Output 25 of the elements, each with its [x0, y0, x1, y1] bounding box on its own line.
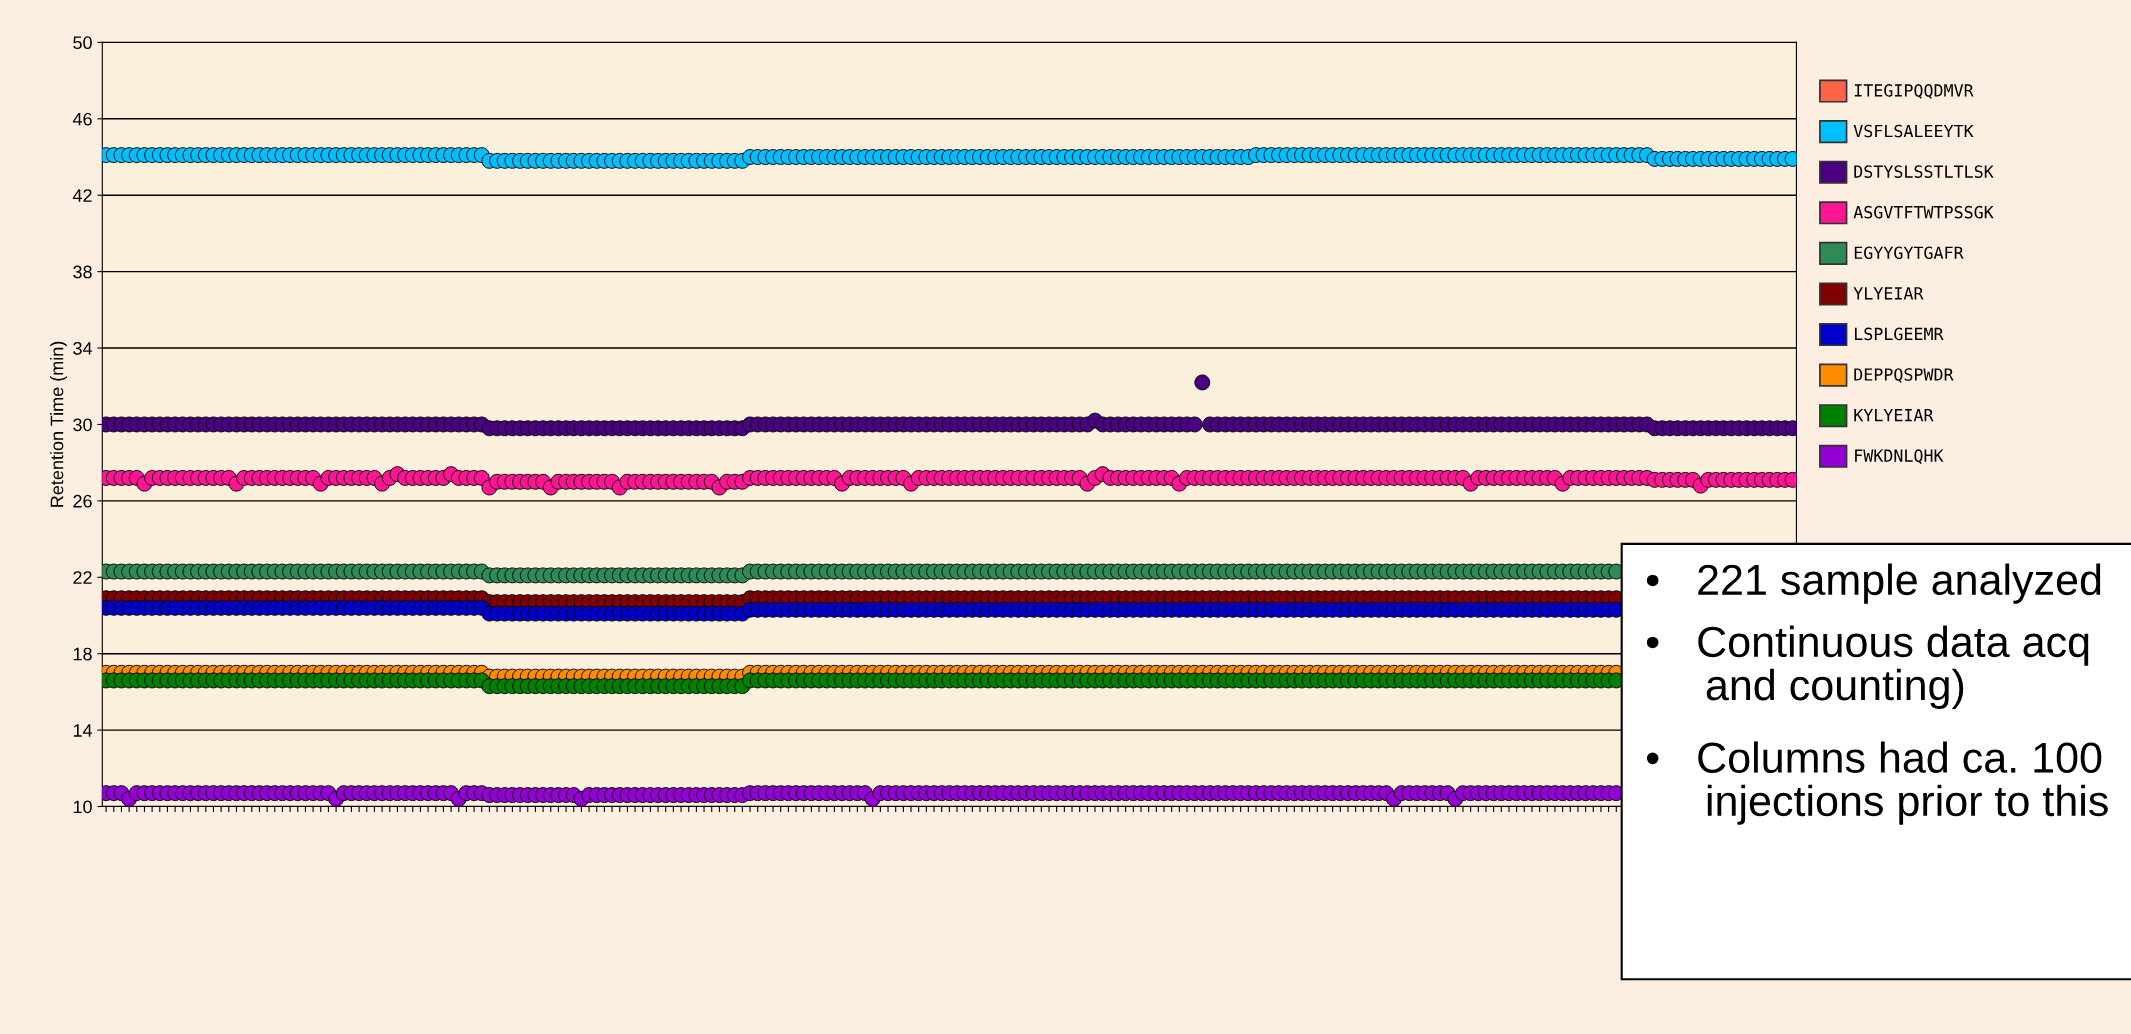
legend-label: ASGVTFTWTPSSGK — [1853, 205, 1994, 219]
legend-label: VSFLSALEEYTK — [1853, 124, 1974, 138]
y-tick-label: 46 — [72, 112, 92, 126]
y-tick-label: 42 — [72, 189, 92, 202]
legend-label: EGYYGYTGAFR — [1854, 246, 1964, 260]
y-tick-label: 26 — [73, 494, 92, 508]
legend-label: DSTYSLSSTLTLSK — [1854, 165, 1994, 178]
legend-label: DEPPQSPWDR — [1854, 368, 1954, 383]
y-tick-label: 50 — [73, 36, 92, 50]
y-tick-label: 14 — [73, 724, 93, 737]
legend-label: KYLYEIAR — [1854, 409, 1934, 422]
legend-label: FWKDNLQHK — [1855, 449, 1944, 464]
legend-label: ITEGIPQQDMVR — [1854, 84, 1974, 99]
y-tick-label: 34 — [73, 341, 93, 355]
y-tick-label: 22 — [73, 571, 92, 584]
annotation: • Columns had ca. 100 injections prior to this — [1646, 741, 2108, 825]
legend-label: YLYEIAR — [1853, 287, 1924, 300]
annotation: • 221 sample analyzed — [1646, 563, 2101, 604]
y-tick-label: 30 — [73, 418, 92, 432]
y-tick-label: 38 — [73, 265, 92, 279]
legend-label: LSPLGEEMR — [1854, 327, 1944, 341]
annotation: • Continuous data acq and counting) — [1646, 625, 2089, 709]
y-axis-title: Retention Time (min) — [50, 341, 67, 507]
y-tick-label: 10 — [73, 800, 92, 814]
y-tick-label: 18 — [73, 647, 92, 661]
